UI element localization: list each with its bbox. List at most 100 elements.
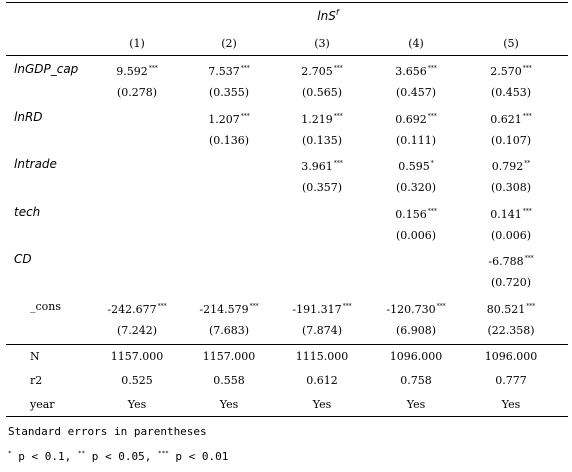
coefficient-cell: 0.156*** — [368, 205, 464, 222]
note-stars: * — [8, 450, 12, 457]
coefficient-value: 1.207 — [208, 113, 240, 126]
column-header: (1) — [129, 37, 145, 50]
stat-value: Yes — [406, 398, 426, 411]
coefficient-cell: 3.656*** — [368, 62, 464, 79]
coefficient-cell: 80.521*** — [463, 300, 559, 317]
stats-rule — [6, 344, 568, 345]
stat-value: 1115.000 — [295, 350, 349, 363]
standard-error-cell: (0.136) — [208, 134, 250, 147]
significance-stars: *** — [526, 303, 536, 310]
significance-stars: *** — [333, 65, 343, 72]
coefficient-value: 0.595 — [398, 160, 430, 173]
significance-stars: *** — [436, 303, 446, 310]
significance-stars: *** — [333, 113, 343, 120]
stat-value: Yes — [127, 398, 147, 411]
standard-error-cell: (22.358) — [487, 324, 535, 337]
significance-stars: *** — [240, 113, 250, 120]
significance-stars: *** — [522, 113, 532, 120]
standard-error-cell: (0.453) — [490, 86, 532, 99]
stat-value: Yes — [312, 398, 332, 411]
coefficient-cell: 1.207*** — [181, 110, 277, 127]
coefficient-value: -242.677 — [107, 303, 157, 316]
standard-error-cell: (0.320) — [395, 181, 437, 194]
note-threshold: p < 0.05, — [85, 450, 158, 463]
standard-error-cell: (0.278) — [116, 86, 158, 99]
significance-stars: *** — [427, 113, 437, 120]
coefficient-value: 80.521 — [486, 303, 526, 316]
standard-errors-note: Standard errors in parentheses — [8, 425, 207, 438]
standard-error-cell: (0.006) — [490, 229, 532, 242]
standard-error-cell: (0.355) — [208, 86, 250, 99]
row-label: lnGDP_cap — [14, 62, 79, 76]
stat-value: 0.758 — [400, 374, 432, 387]
stat-value: 1096.000 — [389, 350, 443, 363]
standard-error-cell: (0.565) — [301, 86, 343, 99]
coefficient-cell: 9.592*** — [89, 62, 185, 79]
stat-value: 1096.000 — [484, 350, 538, 363]
stat-label: r2 — [30, 374, 43, 387]
coefficient-cell: 2.570*** — [463, 62, 559, 79]
coefficient-value: 0.621 — [490, 113, 522, 126]
coefficient-cell: 7.537*** — [181, 62, 277, 79]
coefficient-cell: -191.317*** — [274, 300, 370, 317]
coefficient-value: 7.537 — [208, 65, 240, 78]
standard-error-cell: (0.357) — [301, 181, 343, 194]
coefficient-cell: 0.792** — [463, 157, 559, 174]
significance-stars: *** — [427, 208, 437, 215]
coefficient-cell: 1.219*** — [274, 110, 370, 127]
stat-value: 1157.000 — [110, 350, 164, 363]
note-threshold: p < 0.1, — [11, 450, 78, 463]
row-label: _cons — [30, 300, 62, 313]
coefficient-cell: -214.579*** — [181, 300, 277, 317]
stat-value: 0.525 — [121, 374, 153, 387]
significance-stars: *** — [522, 65, 532, 72]
coefficient-cell: -242.677*** — [89, 300, 185, 317]
column-header: (4) — [408, 37, 424, 50]
coefficient-value: -6.788 — [488, 255, 524, 268]
stat-label: year — [30, 398, 55, 411]
column-header: (5) — [503, 37, 519, 50]
column-header: (2) — [221, 37, 237, 50]
significance-stars: *** — [522, 208, 532, 215]
stat-value: Yes — [219, 398, 239, 411]
top-rule — [6, 2, 568, 3]
stat-value: 0.612 — [306, 374, 338, 387]
significance-stars: * — [430, 160, 434, 167]
coefficient-value: 0.692 — [395, 113, 427, 126]
significance-stars: *** — [240, 65, 250, 72]
header-rule — [6, 55, 568, 56]
significance-stars: *** — [427, 65, 437, 72]
stat-value: Yes — [501, 398, 521, 411]
standard-error-cell: (7.874) — [301, 324, 343, 337]
coefficient-value: 0.156 — [395, 208, 427, 221]
coefficient-cell: -120.730*** — [368, 300, 464, 317]
significance-stars: *** — [524, 255, 534, 262]
note-threshold: p < 0.01 — [168, 450, 229, 463]
column-header: (3) — [314, 37, 330, 50]
coefficient-cell: -6.788*** — [463, 252, 559, 269]
coefficient-cell: 3.961*** — [274, 157, 370, 174]
significance-stars: *** — [333, 160, 343, 167]
coefficient-value: 2.705 — [301, 65, 333, 78]
standard-error-cell: (7.242) — [116, 324, 158, 337]
significance-stars: *** — [157, 303, 167, 310]
coefficient-cell: 2.705*** — [274, 62, 370, 79]
title-base: lnS — [317, 9, 336, 23]
coefficient-cell: 0.621*** — [463, 110, 559, 127]
coefficient-cell: 0.595* — [368, 157, 464, 174]
significance-note: * p < 0.1, ** p < 0.05, *** p < 0.01 — [8, 447, 228, 464]
note-stars: *** — [157, 450, 169, 457]
coefficient-value: 9.592 — [116, 65, 148, 78]
coefficient-value: 0.792 — [491, 160, 524, 173]
significance-stars: ** — [524, 160, 531, 167]
standard-error-cell: (0.720) — [490, 276, 532, 289]
significance-stars: *** — [249, 303, 259, 310]
dependent-variable-title: lnSf — [280, 8, 376, 23]
stat-value: 0.558 — [213, 374, 245, 387]
coefficient-value: -120.730 — [386, 303, 436, 316]
significance-stars: *** — [342, 303, 352, 310]
standard-error-cell: (0.308) — [490, 181, 532, 194]
standard-error-cell: (0.111) — [395, 134, 437, 147]
coefficient-value: 0.141 — [490, 208, 522, 221]
